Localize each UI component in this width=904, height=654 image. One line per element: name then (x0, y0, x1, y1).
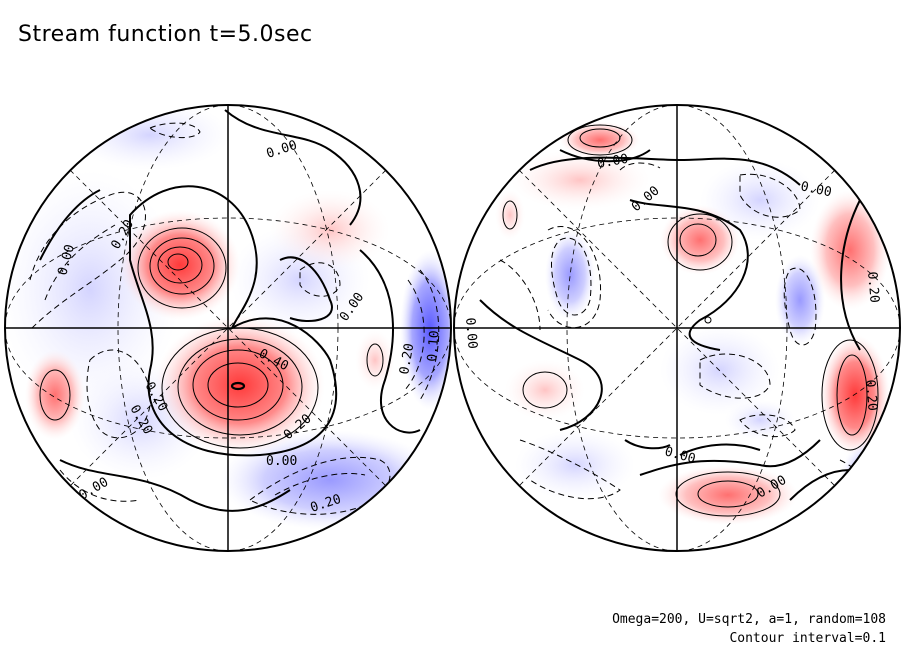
contour-label: 0.20 (397, 342, 417, 375)
left-hemisphere: 0.00 0.20 0.00 0.40 0.20 0.00 0.20 0.00 … (4, 104, 452, 552)
contour-interval-note: Contour interval=0.1 (729, 631, 886, 646)
right-contours (454, 105, 900, 551)
contour-label: 0.00 (799, 179, 833, 200)
contour-label: 0.00 (596, 152, 629, 172)
plot-title: Stream function t=5.0sec (18, 22, 313, 47)
right-hemisphere: 0.00 0.00 0.00 0.20 0.00 0.00 0.00 0.20 (453, 104, 901, 552)
parameters-note: Omega=200, U=sqrt2, a=1, random=108 (612, 612, 886, 627)
contour-label: 0.00 (266, 454, 297, 469)
right-contour-labels: 0.00 0.00 0.00 0.20 0.00 0.00 0.00 0.20 (462, 152, 882, 502)
contour-label: 0.20 (864, 271, 882, 304)
contour-label: 0.20 (862, 379, 880, 412)
contour-label: 0.00 (462, 317, 480, 350)
contour-label: 0.10 (425, 330, 443, 363)
left-contours (5, 105, 451, 551)
